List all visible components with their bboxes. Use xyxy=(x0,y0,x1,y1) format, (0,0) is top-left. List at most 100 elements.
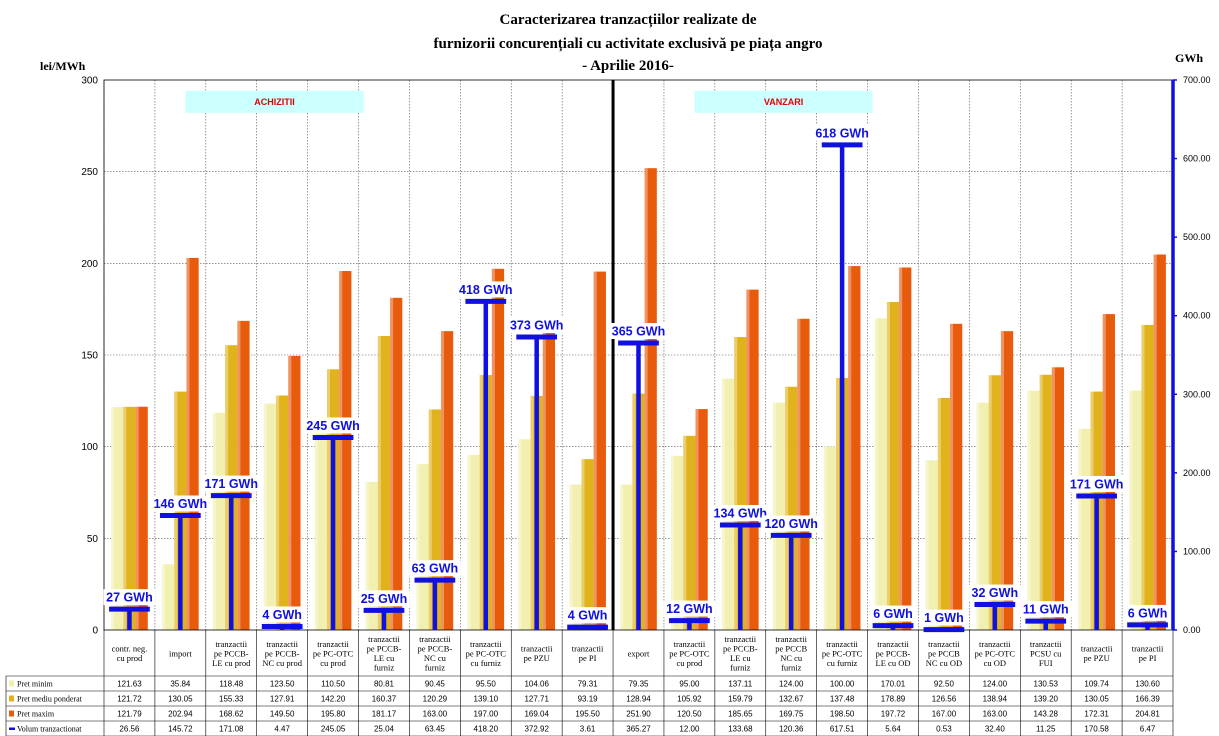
category-label: cu prod xyxy=(677,658,703,668)
category-label: tranzactii xyxy=(470,639,502,649)
bar-highlight xyxy=(390,297,394,630)
bar-highlight xyxy=(467,454,471,630)
bar-highlight xyxy=(276,395,280,630)
category-label: pe PZU xyxy=(524,653,550,663)
table-cell: 202.94 xyxy=(168,710,193,719)
volume-label-bg xyxy=(921,609,966,626)
volume-label-bg xyxy=(565,607,610,624)
bar xyxy=(823,446,837,630)
bar xyxy=(620,484,633,630)
bar-highlight xyxy=(632,393,636,630)
bar-highlight xyxy=(491,268,495,630)
bar xyxy=(569,484,582,630)
bar xyxy=(950,323,963,630)
table-cell: 185.65 xyxy=(728,710,753,719)
bar xyxy=(581,459,594,630)
volume-data-label: 4 GWh xyxy=(568,609,608,623)
category-label: pe PCCB xyxy=(928,648,960,658)
category-label: contr. neg. xyxy=(112,644,148,654)
volume-label-bg xyxy=(201,475,261,492)
volume-data-label: 4 GWh xyxy=(262,608,302,622)
table-cell: 80.81 xyxy=(374,680,395,689)
category-label: tranzactii xyxy=(674,639,706,649)
category-label: tranzactii xyxy=(1081,644,1113,654)
y-tick-right: 100.00 xyxy=(1183,546,1211,556)
category-label: LE cu OD xyxy=(876,658,911,668)
category-label: import xyxy=(169,648,192,658)
table-cell: 132.67 xyxy=(779,695,804,704)
bar xyxy=(886,302,900,630)
volume-data-label: 146 GWh xyxy=(154,497,208,511)
volume-label-bg xyxy=(358,590,410,607)
category-label: pe PI xyxy=(579,653,597,663)
table-cell: 12.00 xyxy=(679,725,700,734)
volume-label-bg xyxy=(303,417,363,434)
legend-key xyxy=(9,710,14,717)
volume-data-label: 63 GWh xyxy=(412,562,459,576)
y-tick-right: 400.00 xyxy=(1183,311,1211,321)
bar-highlight xyxy=(886,302,890,630)
category-label: tranzactii xyxy=(826,639,858,649)
bar xyxy=(263,403,277,630)
y-tick-left: 250 xyxy=(81,167,98,178)
table-cell: 133.68 xyxy=(728,725,753,734)
category-label: tranzactii xyxy=(368,634,400,644)
category-label: pe PCCB- xyxy=(418,644,453,654)
y-axis-left-label: lei/MWh xyxy=(40,59,86,73)
table-cell: 139.20 xyxy=(1034,695,1059,704)
category-label: tranzactii xyxy=(1030,639,1062,649)
volume-label-bg xyxy=(663,600,716,617)
volume-label-bg xyxy=(969,584,1021,601)
table-cell: 149.50 xyxy=(270,710,295,719)
table-cell: 25.04 xyxy=(374,725,395,734)
table-cell: 5.64 xyxy=(885,725,901,734)
bar-highlight xyxy=(671,455,675,630)
bar xyxy=(135,406,148,630)
table-cell: 130.05 xyxy=(168,695,193,704)
volume-label-bg xyxy=(710,504,770,521)
table-cell: 124.00 xyxy=(779,680,804,689)
category-label: pe PC-OTC xyxy=(822,648,863,658)
category-label: furniz xyxy=(374,663,395,673)
bar-highlight xyxy=(288,355,292,630)
table-cell: 130.05 xyxy=(1084,695,1109,704)
category-label: pe PC-OTC xyxy=(313,648,354,658)
category-label: LE cu xyxy=(374,653,395,663)
bar-highlight xyxy=(785,386,789,630)
volume-label-bg xyxy=(150,495,210,512)
y-tick-right: 700.00 xyxy=(1183,75,1211,85)
bar xyxy=(339,271,352,630)
table-cell: 137.48 xyxy=(830,695,855,704)
category-label: pe PCCB- xyxy=(723,644,758,654)
bar-highlight xyxy=(695,409,699,630)
table-cell: 11.25 xyxy=(1036,725,1056,734)
bar-highlight xyxy=(823,446,827,630)
bar xyxy=(212,412,226,630)
bar xyxy=(848,266,861,630)
category-label: cu prod xyxy=(320,658,346,668)
volume-data-label: 373 GWh xyxy=(510,318,564,332)
bar-highlight xyxy=(135,406,139,630)
table-cell: 142.20 xyxy=(321,695,346,704)
table-cell: 372.92 xyxy=(524,725,549,734)
volume-label-bg xyxy=(507,316,567,333)
table-cell: 126.56 xyxy=(932,695,957,704)
bar xyxy=(186,257,199,630)
section-label: VANZARI xyxy=(764,97,803,107)
bar xyxy=(1129,390,1142,630)
bar xyxy=(416,464,429,630)
bar xyxy=(162,564,175,630)
volume-data-label: 32 GWh xyxy=(972,586,1019,600)
category-label: cu OD xyxy=(984,658,1006,668)
bar xyxy=(111,407,124,630)
volume-data-label: 11 GWh xyxy=(1023,603,1069,617)
category-label: tranzactii xyxy=(521,644,553,654)
bar-highlight xyxy=(1129,390,1133,630)
volume-data-label: 6 GWh xyxy=(1128,606,1168,620)
table-cell: 95.00 xyxy=(679,680,700,689)
y-axis-right-label: GWh xyxy=(1175,51,1203,65)
table-cell: 104.06 xyxy=(524,680,549,689)
table-cell: 63.45 xyxy=(425,725,446,734)
table-cell: 26.56 xyxy=(119,725,140,734)
